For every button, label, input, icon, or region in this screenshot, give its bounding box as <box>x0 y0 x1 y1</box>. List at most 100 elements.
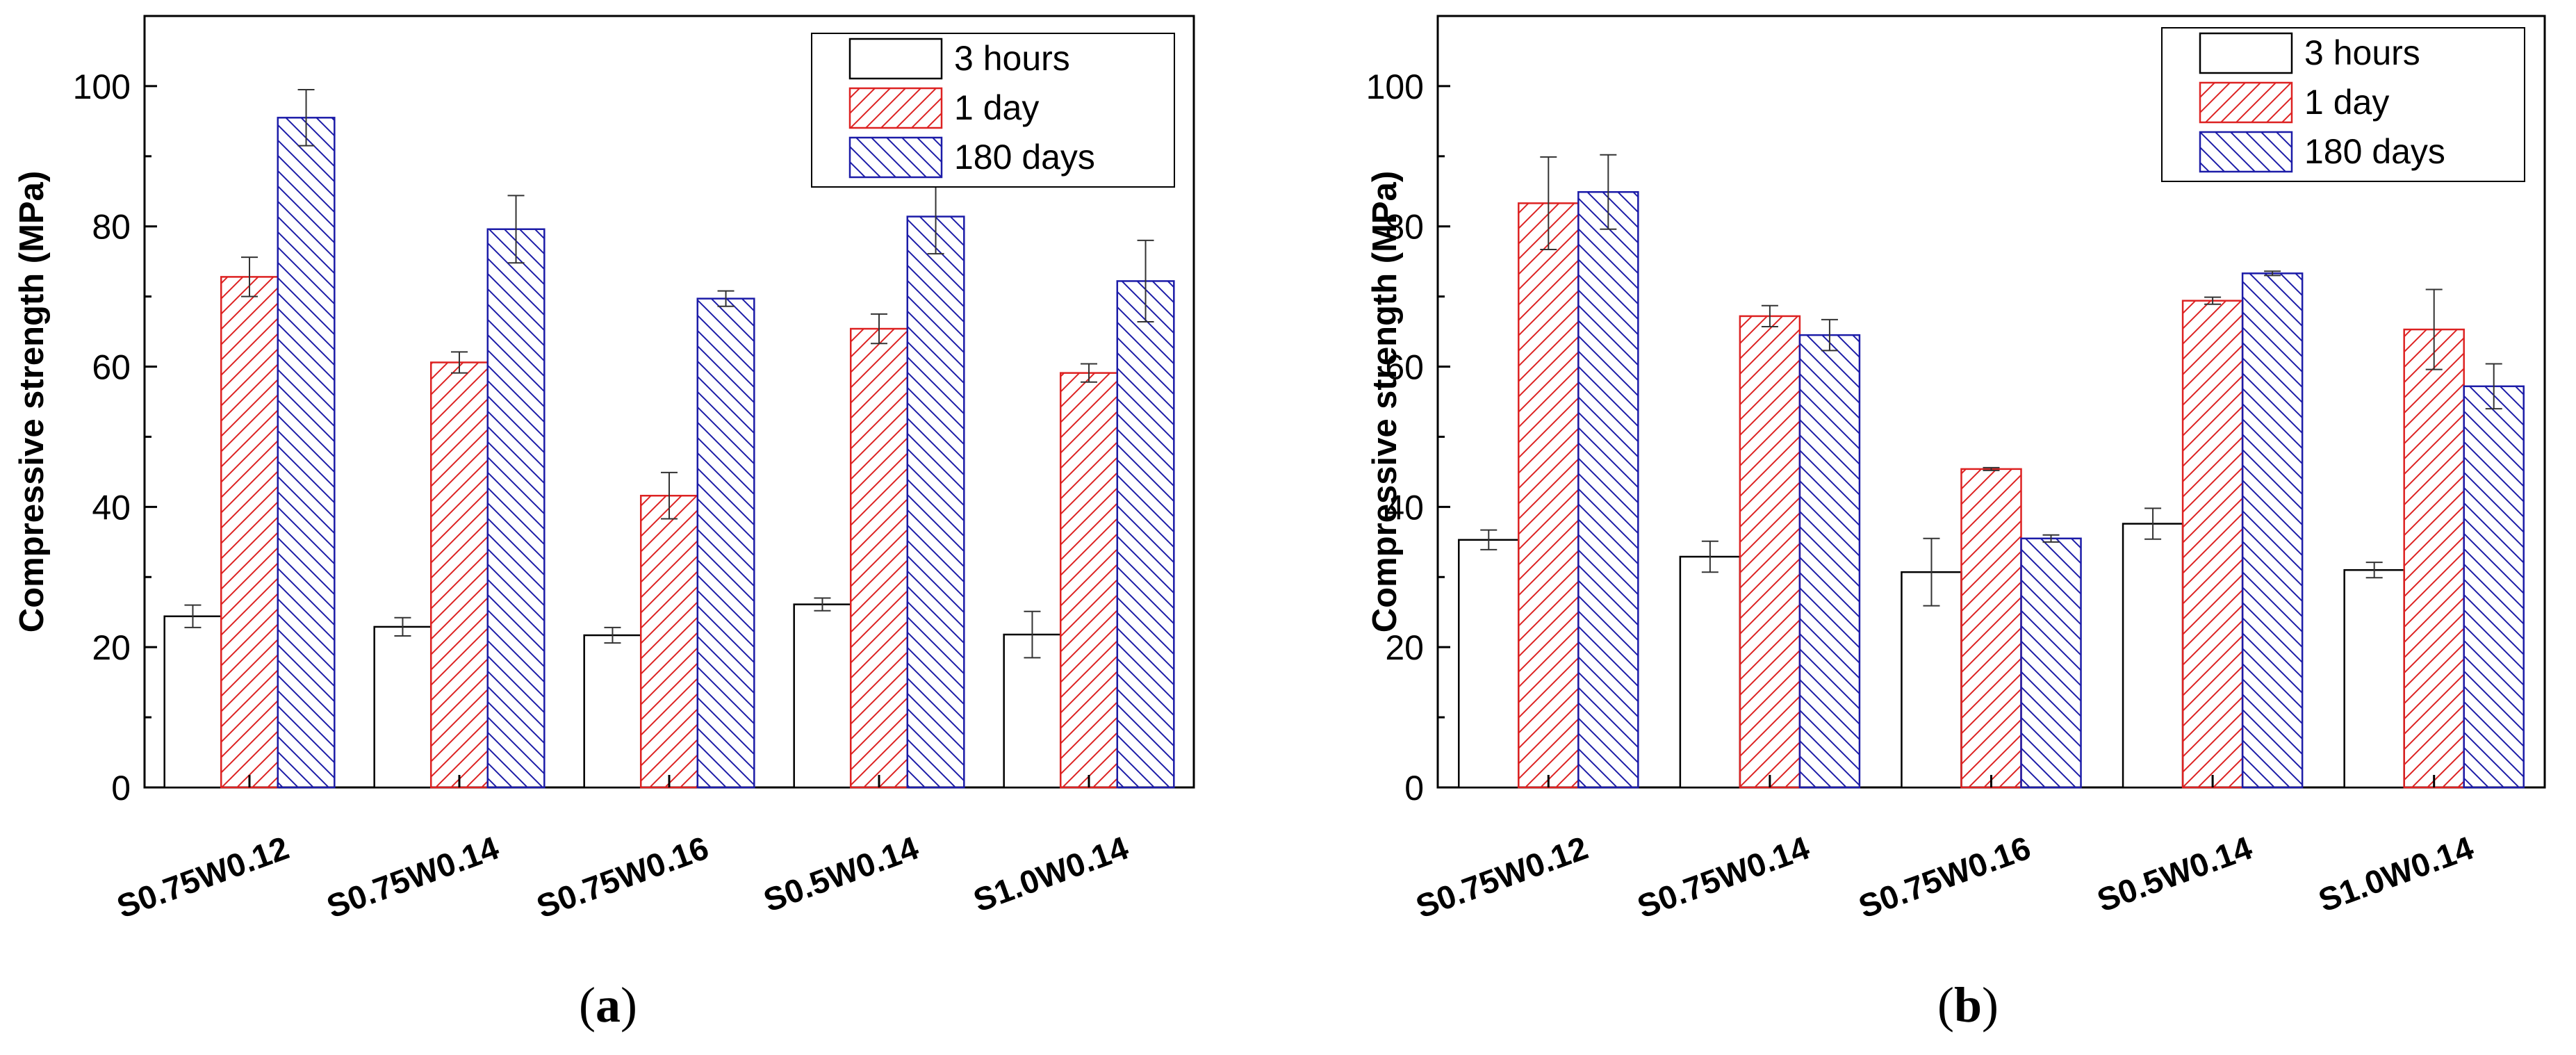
legend-swatch-2 <box>2199 131 2293 173</box>
bar-2-1 <box>1798 334 1861 789</box>
legend-label-1: 1 day <box>2304 83 2389 122</box>
x-tick-label: S0.5W0.14 <box>2092 829 2257 919</box>
legend-label-2: 180 days <box>954 138 1095 177</box>
y-tick-label: 60 <box>1385 348 1424 387</box>
y-axis-label: Compressive strength (MPa) <box>1366 171 1404 632</box>
error-bar <box>2365 562 2383 579</box>
y-tick-label: 40 <box>1385 488 1424 527</box>
bar-0-2 <box>583 634 642 789</box>
x-tick-label: S0.75W0.16 <box>532 829 713 925</box>
bar-0-0 <box>1458 539 1520 789</box>
y-tick-label: 100 <box>1366 67 1424 106</box>
bar-1-0 <box>1518 202 1580 789</box>
bar-2-2 <box>2020 537 2082 789</box>
bar-0-0 <box>163 615 222 789</box>
panel-caption-a: (a) <box>579 977 637 1033</box>
chart-b-svg: 0 20 40 60 80 100 Compressive strength (MPa) S0… <box>1366 15 2546 925</box>
bar-0-1 <box>1679 555 1741 789</box>
x-tick-label: S0.5W0.14 <box>759 829 924 919</box>
error-bar <box>661 471 678 520</box>
error-bar <box>1137 239 1154 322</box>
error-bar <box>2264 270 2281 277</box>
panel-caption-b: (b) <box>1937 977 1999 1033</box>
error-bar <box>1701 540 1718 573</box>
legend-swatch-0 <box>2199 32 2293 74</box>
bar-2-0 <box>1577 191 1639 789</box>
error-bar <box>2425 288 2443 370</box>
y-tick-label: 80 <box>1385 208 1424 247</box>
bar-1-0 <box>220 276 279 789</box>
legend-label-0: 3 hours <box>954 39 1070 78</box>
error-bar <box>604 626 621 644</box>
y-tick-label: 20 <box>1385 628 1424 667</box>
bar-1-1 <box>429 361 489 789</box>
error-bar <box>814 597 831 612</box>
chart-a-svg: 0 20 40 60 80 100 Compressive strength (MPa) S0… <box>13 15 1195 925</box>
bar-2-4 <box>2463 385 2525 789</box>
y-tick-label: 40 <box>92 488 131 527</box>
y-tick-label: 0 <box>111 769 131 808</box>
bar-1-3 <box>2181 300 2244 789</box>
error-bar <box>1480 529 1498 550</box>
x-tick-label: S0.75W0.12 <box>112 829 293 925</box>
y-tick-label: 0 <box>1404 769 1424 808</box>
legend-label-1: 1 day <box>954 88 1039 127</box>
error-bar <box>1024 610 1041 659</box>
legend-swatch-2 <box>848 136 943 179</box>
error-bar <box>1081 363 1097 383</box>
bar-1-2 <box>1960 468 2022 789</box>
bar-1-4 <box>1059 372 1119 789</box>
error-bar <box>717 290 735 307</box>
error-bar <box>1540 156 1557 251</box>
x-tick-label: S1.0W0.14 <box>969 829 1133 919</box>
bar-1-2 <box>639 494 699 789</box>
legend-label-0: 3 hours <box>2304 33 2420 72</box>
bar-0-2 <box>1901 571 1962 789</box>
error-bar <box>394 616 411 637</box>
chart-panel-b: 0 20 40 60 80 100 Compressive strength (MPa) S0… <box>1288 0 2576 1055</box>
bar-2-2 <box>696 297 755 789</box>
bar-2-3 <box>2241 272 2304 789</box>
error-bar <box>2204 296 2222 305</box>
error-bar <box>2042 534 2060 543</box>
bar-2-0 <box>277 117 336 789</box>
x-tick-label: S0.75W0.14 <box>1632 829 1814 925</box>
bar-0-1 <box>373 625 432 789</box>
chart-panel-a: 0 20 40 60 80 100 Compressive strength (MPa) S0… <box>13 15 1195 925</box>
error-bar <box>1761 304 1778 328</box>
y-axis-label: Compressive strength (MPa) <box>13 171 51 632</box>
error-bar <box>2485 363 2502 410</box>
y-tick-label: 60 <box>92 348 131 387</box>
error-bar <box>1821 318 1838 352</box>
bar-0-3 <box>2122 523 2184 789</box>
error-bar <box>871 313 887 345</box>
bar-1-1 <box>1739 315 1801 789</box>
y-tick-label: 20 <box>92 628 131 667</box>
legend-label-2: 180 days <box>2304 132 2445 171</box>
error-bar <box>241 256 258 297</box>
bar-1-4 <box>2403 328 2465 789</box>
bar-0-3 <box>793 603 852 789</box>
bar-2-3 <box>906 215 965 789</box>
x-tick-label: S0.75W0.16 <box>1854 829 2035 925</box>
error-bar <box>2144 507 2162 540</box>
bar-1-3 <box>849 327 909 789</box>
error-bar <box>184 604 202 628</box>
error-bar <box>1600 154 1617 230</box>
y-tick-label: 80 <box>92 208 131 247</box>
bar-2-1 <box>486 228 545 789</box>
bar-0-4 <box>2343 569 2405 789</box>
error-bar <box>1923 537 1940 607</box>
legend-swatch-1 <box>848 87 943 129</box>
x-tick-label: S0.75W0.14 <box>322 829 503 925</box>
error-bar <box>1983 466 2000 471</box>
legend-swatch-0 <box>848 38 943 80</box>
legend-swatch-1 <box>2199 81 2293 124</box>
error-bar <box>451 351 468 374</box>
y-tick-label: 100 <box>73 67 131 106</box>
bar-2-4 <box>1116 280 1175 789</box>
error-bar <box>297 88 315 147</box>
x-tick-label: S0.75W0.12 <box>1411 829 1593 925</box>
error-bar <box>507 195 525 264</box>
x-tick-label: S1.0W0.14 <box>2313 829 2478 919</box>
